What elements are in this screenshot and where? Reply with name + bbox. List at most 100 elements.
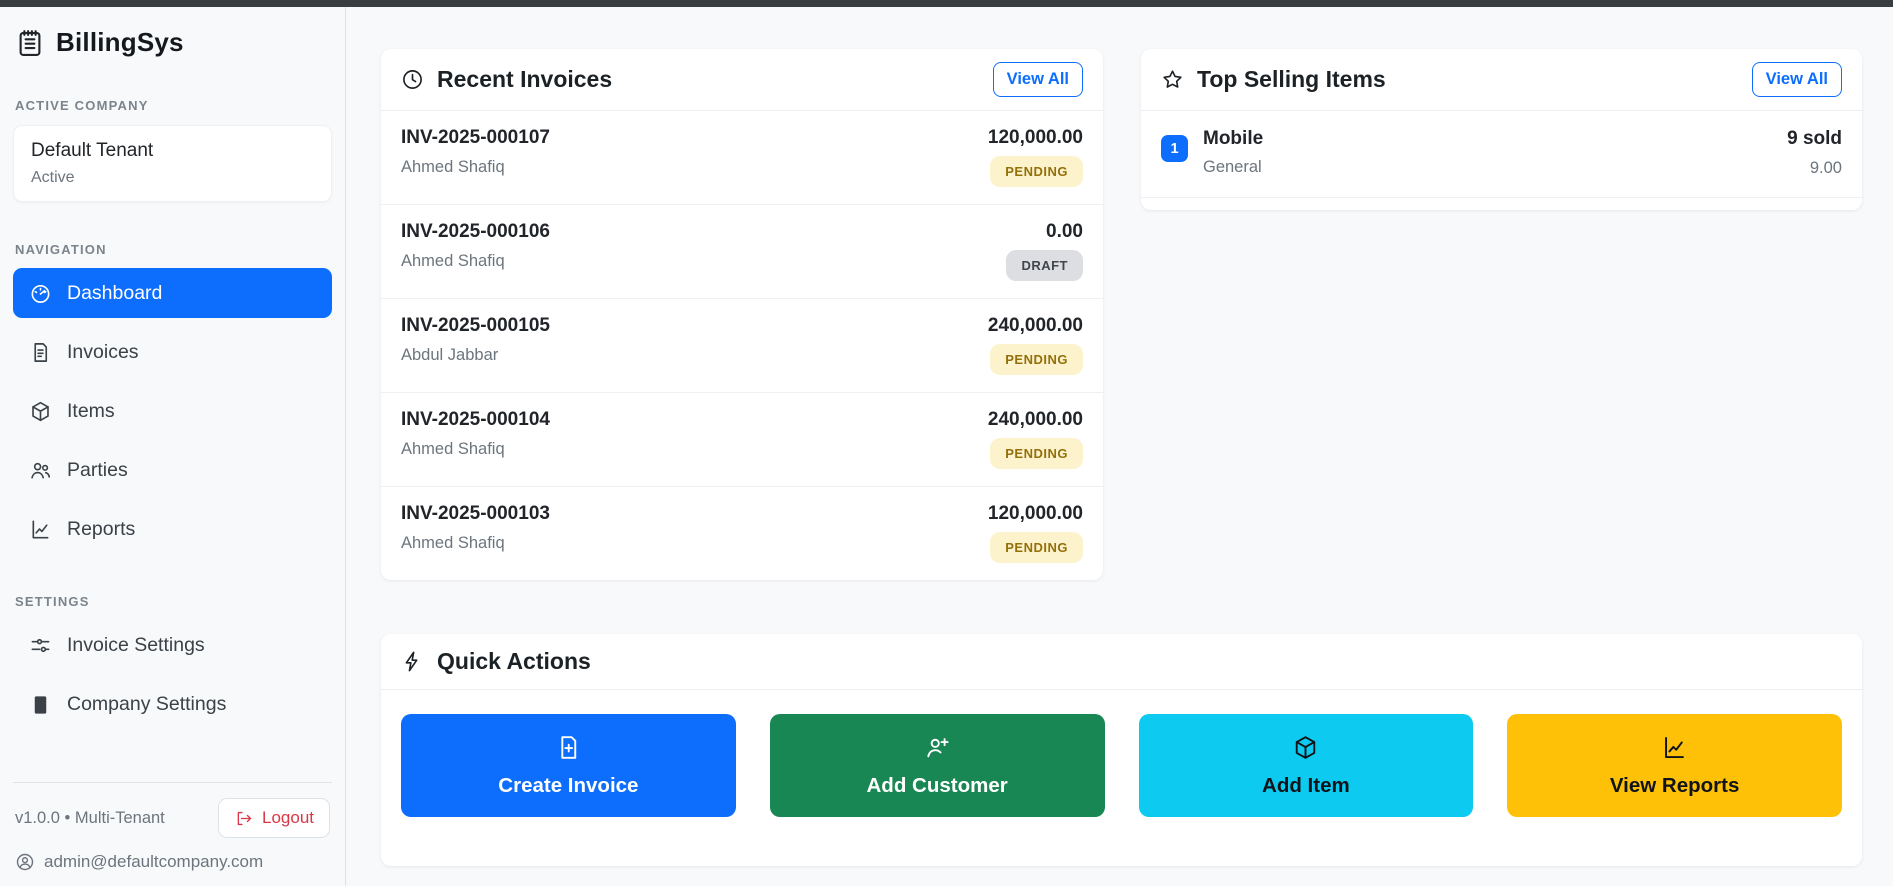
nav-item-label: Invoices (67, 340, 139, 363)
graph-icon (1661, 734, 1688, 761)
user-email-row: admin@defaultcompany.com (15, 852, 330, 872)
quick-action-label: View Reports (1609, 773, 1740, 797)
invoice-customer: Ahmed Shafiq (401, 440, 505, 458)
invoice-row[interactable]: INV-2025-000106 Ahmed Shafiq 0.00 DRAFT (381, 205, 1103, 299)
invoice-customer: Abdul Jabbar (401, 346, 499, 364)
recent-invoices-view-all-button[interactable]: View All (992, 62, 1083, 97)
clock-icon (401, 68, 424, 91)
settings-navigation: Invoice Settings Company Settings (13, 620, 332, 729)
invoice-status-badge: PENDING (990, 438, 1083, 469)
speedometer-icon (29, 282, 52, 305)
window-top-bar (0, 0, 1893, 7)
lightning-icon (401, 650, 424, 673)
invoice-row[interactable]: INV-2025-000107 Ahmed Shafiq 120,000.00 … (381, 111, 1103, 205)
brand: BillingSys (13, 27, 332, 58)
recent-invoices-title: Recent Invoices (401, 66, 612, 93)
invoice-row[interactable]: INV-2025-000105 Abdul Jabbar 240,000.00 … (381, 299, 1103, 393)
sliders-icon (29, 634, 52, 657)
nav-item-label: Items (67, 399, 115, 422)
sidebar-item-items[interactable]: Items (13, 386, 332, 436)
settings-label: SETTINGS (15, 594, 90, 609)
invoice-status-badge: PENDING (990, 532, 1083, 563)
building-icon (29, 693, 52, 716)
sidebar-footer: v1.0.0 • Multi-Tenant Logout admin@defau… (13, 782, 332, 872)
nav-item-label: Parties (67, 458, 128, 481)
nav-item-label: Dashboard (67, 281, 163, 304)
tenant-name: Default Tenant (31, 140, 154, 161)
person-circle-icon (15, 852, 35, 872)
invoice-row[interactable]: INV-2025-000104 Ahmed Shafiq 240,000.00 … (381, 393, 1103, 487)
navigation-label: NAVIGATION (15, 242, 107, 257)
invoice-customer: Ahmed Shafiq (401, 158, 505, 176)
app-version: v1.0.0 • Multi-Tenant (15, 808, 165, 827)
nav-item-label: Company Settings (67, 692, 227, 715)
star-icon (1161, 68, 1184, 91)
quick-action-label: Add Customer (866, 773, 1008, 797)
file-plus-icon (555, 734, 582, 761)
item-category: General (1203, 158, 1262, 176)
main-navigation: Dashboard Invoices Items Parties (13, 268, 332, 554)
add-customer-button[interactable]: Add Customer (769, 714, 1105, 817)
sidebar-item-parties[interactable]: Parties (13, 445, 332, 495)
add-item-button[interactable]: Add Item (1138, 714, 1474, 817)
tenant-status: Active (31, 169, 75, 186)
invoice-row[interactable]: INV-2025-000103 Ahmed Shafiq 120,000.00 … (381, 487, 1103, 580)
top-selling-list: 1 Mobile General 9 sold 9.00 (1141, 111, 1862, 198)
quick-action-label: Create Invoice (498, 773, 639, 797)
quick-action-label: Add Item (1262, 773, 1350, 797)
quick-actions-body: Create Invoice Add Customer Add Item (381, 690, 1862, 866)
active-company-label: ACTIVE COMPANY (15, 98, 149, 113)
person-plus-icon (924, 734, 951, 761)
invoice-list: INV-2025-000107 Ahmed Shafiq 120,000.00 … (381, 111, 1103, 580)
invoice-number: INV-2025-000103 (401, 503, 550, 524)
box-icon (29, 400, 52, 423)
sidebar-item-reports[interactable]: Reports (13, 504, 332, 554)
sidebar-item-invoice-settings[interactable]: Invoice Settings (13, 620, 332, 670)
nav-item-label: Invoice Settings (67, 633, 205, 656)
invoice-amount: 120,000.00 (987, 503, 1083, 524)
item-amount: 9.00 (1809, 159, 1842, 177)
invoice-status-badge: DRAFT (1006, 250, 1083, 281)
create-invoice-button[interactable]: Create Invoice (401, 714, 736, 817)
logout-button[interactable]: Logout (218, 798, 330, 838)
quick-actions-title: Quick Actions (401, 648, 591, 675)
invoice-amount: 0.00 (1046, 221, 1083, 242)
brand-name: BillingSys (56, 27, 184, 57)
invoice-number: INV-2025-000106 (401, 221, 550, 242)
sidebar: BillingSys ACTIVE COMPANY Default Tenant… (0, 7, 346, 886)
nav-item-label: Reports (67, 517, 136, 540)
people-icon (29, 459, 52, 482)
quick-actions-card: Quick Actions Create Invoice Add Custome… (381, 634, 1862, 866)
invoice-customer: Ahmed Shafiq (401, 534, 505, 552)
sidebar-item-dashboard[interactable]: Dashboard (13, 268, 332, 318)
active-tenant-card[interactable]: Default Tenant Active (13, 125, 332, 202)
graph-icon (29, 518, 52, 541)
invoice-number: INV-2025-000104 (401, 409, 550, 430)
top-selling-view-all-button[interactable]: View All (1751, 62, 1842, 97)
invoice-amount: 240,000.00 (987, 409, 1083, 430)
top-selling-title: Top Selling Items (1161, 66, 1386, 93)
main-content: Recent Invoices View All INV-2025-000107… (346, 7, 1893, 886)
invoice-status-badge: PENDING (990, 344, 1083, 375)
top-selling-row[interactable]: 1 Mobile General 9 sold 9.00 (1141, 111, 1862, 198)
invoice-amount: 120,000.00 (987, 127, 1083, 148)
sidebar-item-invoices[interactable]: Invoices (13, 327, 332, 377)
user-email: admin@defaultcompany.com (44, 852, 264, 871)
journal-icon (15, 28, 45, 58)
invoice-number: INV-2025-000105 (401, 315, 550, 336)
app-root: BillingSys ACTIVE COMPANY Default Tenant… (0, 7, 1893, 886)
item-name: Mobile (1203, 128, 1264, 149)
invoice-number: INV-2025-000107 (401, 127, 550, 148)
top-selling-items-card: Top Selling Items View All 1 Mobile Gene… (1141, 49, 1862, 210)
invoice-customer: Ahmed Shafiq (401, 252, 505, 270)
item-sold-count: 9 sold (1787, 128, 1842, 149)
invoice-status-badge: PENDING (990, 156, 1083, 187)
recent-invoices-card: Recent Invoices View All INV-2025-000107… (381, 49, 1103, 580)
rank-badge: 1 (1161, 135, 1188, 162)
invoice-amount: 240,000.00 (987, 315, 1083, 336)
logout-icon (234, 809, 253, 828)
view-reports-button[interactable]: View Reports (1507, 714, 1842, 817)
file-text-icon (29, 341, 52, 364)
sidebar-item-company-settings[interactable]: Company Settings (13, 679, 332, 729)
box-icon (1292, 734, 1319, 761)
